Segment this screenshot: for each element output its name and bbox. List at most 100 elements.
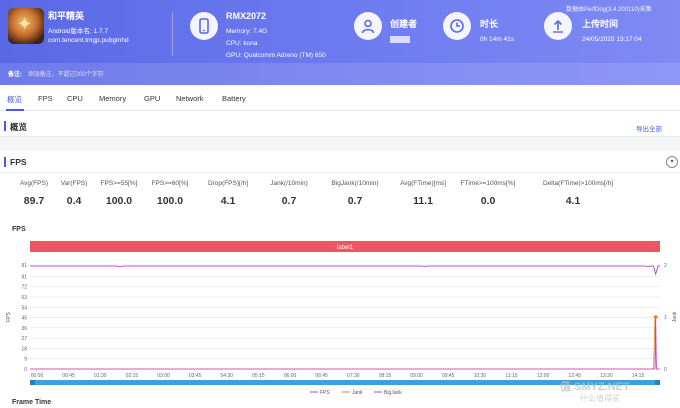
- label-band: [30, 241, 660, 252]
- x-tick-label: 09:00: [410, 373, 423, 379]
- export-all-button[interactable]: 导出全部: [636, 126, 662, 133]
- creator-value: [390, 36, 410, 43]
- x-tick-label: 06:00: [284, 373, 297, 379]
- site-watermark-sub: 什么值得买: [580, 394, 620, 403]
- y-tick-label: 0: [24, 367, 27, 373]
- stat-ftime100: FTime>=100ms[%] 0.0: [458, 180, 518, 207]
- x-tick-label: 03:45: [189, 373, 202, 379]
- stat-var-fps: Var(FPS) 0.4: [44, 180, 104, 207]
- x-tick-label: 11:15: [505, 373, 517, 379]
- stat-label: Avg(FPS): [19, 180, 49, 187]
- y-tick-label: 9: [24, 357, 27, 363]
- y2-axis-label: Jank: [672, 311, 678, 322]
- y-tick-label: 91: [21, 263, 27, 269]
- upload-icon: [544, 12, 572, 40]
- app-package: com.tencent.tmgp.pubgmhd: [48, 37, 129, 44]
- x-tick-label: 14:15: [632, 373, 645, 379]
- stat-jank: Jank(/10min) 0.7: [259, 180, 319, 207]
- stat-label: FPS>=60[%]: [151, 180, 189, 187]
- stat-delta-ftime: Delta(FTime)>100ms[/h] 4.1: [543, 180, 614, 207]
- y-axis-label: FPS: [6, 311, 12, 321]
- tab-battery[interactable]: Battery: [222, 94, 246, 103]
- jank-marker: [653, 315, 658, 319]
- fps-stats: Avg(FPS) 89.7 Var(FPS) 0.4 FPS>=55[%] 100.0…: [0, 180, 680, 216]
- x-tick-label: 03:00: [157, 373, 170, 379]
- legend-label: Jank: [352, 390, 363, 396]
- stat-fps60: FPS>=60[%] 100.0: [140, 180, 200, 207]
- y2-tick-label: 2: [664, 263, 667, 269]
- x-tick-label: 12:45: [568, 373, 581, 379]
- device-gpu: GPU: Qualcomm Adreno (TM) 650: [226, 52, 326, 59]
- y-tick-label: 36: [21, 326, 27, 332]
- app-name: 和平精英: [48, 11, 85, 21]
- y-tick-label: 27: [21, 336, 27, 342]
- scrollbar-handle-right: [655, 380, 660, 385]
- fps-section-title: FPS: [10, 157, 27, 167]
- tab-network[interactable]: Network: [176, 94, 204, 103]
- stat-label: Avg(FTime)[ms]: [400, 180, 446, 187]
- series-jank: [30, 316, 660, 370]
- stat-drop-fps: Drop(FPS)[/h] 4.1: [198, 180, 258, 207]
- series-fps: [30, 265, 660, 276]
- tab-gpu[interactable]: GPU: [144, 94, 161, 103]
- tab-cpu[interactable]: CPU: [67, 94, 83, 103]
- device-memory: Memory: 7.4G: [226, 28, 268, 35]
- overview-title: 概览: [10, 122, 28, 132]
- x-tick-label: 02:15: [126, 373, 139, 379]
- x-tick-label: 09:45: [442, 373, 455, 379]
- legend-label: FPS: [320, 390, 330, 396]
- stat-label: Var(FPS): [60, 180, 88, 187]
- section-accent: [4, 121, 6, 131]
- overview-section-header: 概览 导出全部: [0, 115, 680, 137]
- stat-label: FTime>=100ms[%]: [460, 180, 516, 187]
- y-tick-label: 54: [21, 305, 27, 311]
- user-icon: [354, 12, 382, 40]
- x-tick-label: 10:30: [474, 373, 487, 379]
- collapse-button[interactable]: ▾: [666, 156, 678, 168]
- stat-value: 89.7: [23, 195, 45, 207]
- stat-value: 0.0: [480, 195, 496, 207]
- stat-value: 11.1: [413, 195, 433, 207]
- x-tick-label: 00:45: [62, 373, 75, 379]
- x-tick-label: 01:30: [94, 373, 107, 379]
- note-input[interactable]: 添加备注，不超过200个字符: [27, 72, 104, 78]
- phone-icon: [190, 12, 218, 40]
- fps-section-header: FPS ▾: [0, 151, 680, 173]
- stat-label: FPS>=55[%]: [100, 180, 138, 187]
- app-version: Android版本名: 1.7.7: [48, 28, 108, 35]
- upload-title: 上传时间: [582, 19, 619, 29]
- stat-value: 0.4: [66, 195, 82, 207]
- x-tick-label: 06:45: [315, 373, 328, 379]
- stat-fps55: FPS>=55[%] 100.0: [89, 180, 149, 207]
- stat-label: Delta(FTime)>100ms[/h]: [543, 180, 614, 187]
- tab-memory[interactable]: Memory: [99, 94, 127, 103]
- x-tick-label: 12:00: [537, 373, 550, 379]
- stat-avg-ftime: Avg(FTime)[ms] 11.1: [393, 180, 453, 207]
- note-label: 备注:: [8, 72, 22, 78]
- device-name: RMX2072: [226, 11, 267, 21]
- fps-chart-title: FPS: [12, 226, 26, 233]
- stat-label: Jank(/10min): [270, 180, 308, 187]
- stat-bigjank: BigJank(/10min) 0.7: [325, 180, 385, 207]
- report-header: ✦ 和平精英 Android版本名: 1.7.7 com.tencent.tmg…: [0, 0, 680, 85]
- stat-label: Drop(FPS)[/h]: [207, 180, 249, 187]
- stat-value: 0.7: [347, 195, 363, 207]
- y-tick-label: 81: [21, 274, 27, 280]
- stat-value: 100.0: [156, 195, 184, 207]
- fps-chart[interactable]: label1 0 9 18 27 36 45 54 63 72 81 91 0 1 2 FPS Jank 00:0…: [0, 236, 680, 398]
- duration-value: 0h 14m 41s: [480, 36, 514, 43]
- creator-title: 创建者: [390, 19, 418, 29]
- tab-overview[interactable]: 概览: [7, 95, 22, 104]
- tab-fps[interactable]: FPS: [38, 94, 53, 103]
- x-tick-label: 13:30: [600, 373, 613, 379]
- note-bar[interactable]: 备注: 添加备注，不超过200个字符: [0, 63, 680, 85]
- x-tick-label: 00:00: [31, 373, 44, 379]
- active-tab-indicator: [6, 109, 24, 111]
- y2-tick-label: 0: [664, 367, 667, 373]
- stat-value: 4.1: [565, 195, 581, 207]
- y-tick-label: 45: [21, 316, 27, 322]
- x-tick-label: 08:15: [379, 373, 392, 379]
- y-tick-label: 63: [21, 295, 27, 301]
- y2-tick-label: 1: [664, 315, 667, 321]
- stat-value: 100.0: [105, 195, 133, 207]
